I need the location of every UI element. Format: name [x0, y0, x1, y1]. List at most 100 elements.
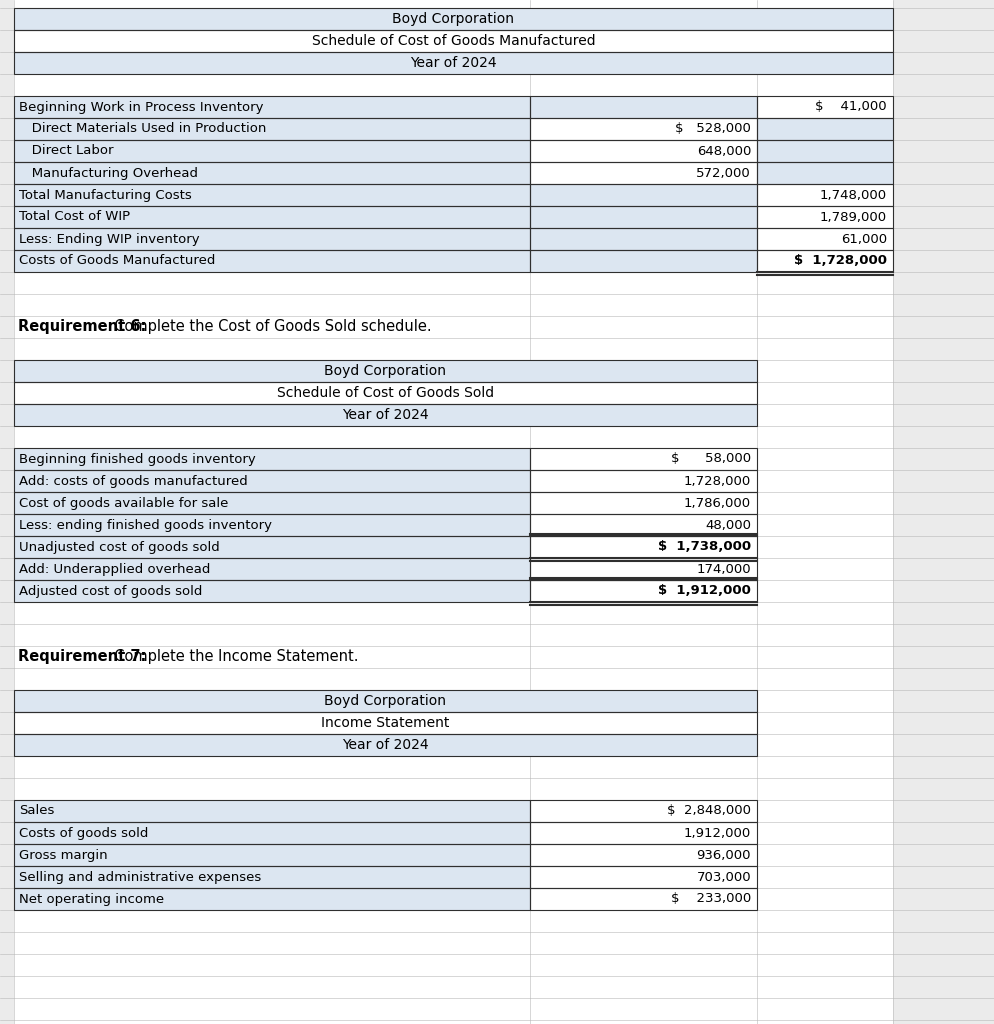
Bar [14, 866, 530, 888]
Bar [14, 52, 892, 74]
Text: Direct Labor: Direct Labor [19, 144, 113, 158]
Text: 648,000: 648,000 [696, 144, 750, 158]
Bar [14, 558, 530, 580]
Text: Adjusted cost of goods sold: Adjusted cost of goods sold [19, 585, 202, 597]
Bar [530, 558, 756, 580]
Text: Add: Underapplied overhead: Add: Underapplied overhead [19, 562, 210, 575]
Text: Net operating income: Net operating income [19, 893, 164, 905]
Bar [530, 888, 756, 910]
Text: Selling and administrative expenses: Selling and administrative expenses [19, 870, 261, 884]
Bar [14, 118, 530, 140]
Bar [530, 514, 756, 536]
Bar [14, 514, 530, 536]
Bar [530, 470, 756, 492]
Text: Beginning Work in Process Inventory: Beginning Work in Process Inventory [19, 100, 263, 114]
Bar [530, 162, 756, 184]
Bar [756, 228, 892, 250]
Bar [530, 96, 756, 118]
Text: Complete the Income Statement.: Complete the Income Statement. [104, 649, 358, 665]
Bar [14, 228, 530, 250]
Text: Add: costs of goods manufactured: Add: costs of goods manufactured [19, 474, 248, 487]
Bar [14, 470, 530, 492]
Bar [14, 712, 756, 734]
Bar [14, 96, 530, 118]
Bar [14, 206, 530, 228]
Text: 703,000: 703,000 [696, 870, 750, 884]
Bar [530, 866, 756, 888]
Text: 572,000: 572,000 [696, 167, 750, 179]
Bar [14, 118, 530, 140]
Bar [530, 470, 756, 492]
Text: $    233,000: $ 233,000 [670, 893, 750, 905]
Bar [14, 888, 530, 910]
Bar [756, 162, 892, 184]
Bar [14, 382, 756, 404]
Text: 1,786,000: 1,786,000 [683, 497, 750, 510]
Bar [14, 250, 530, 272]
Text: Schedule of Cost of Goods Sold: Schedule of Cost of Goods Sold [276, 386, 494, 400]
Bar [530, 206, 756, 228]
Bar [14, 96, 530, 118]
Bar [530, 844, 756, 866]
Bar [530, 140, 756, 162]
Text: Cost of goods available for sale: Cost of goods available for sale [19, 497, 229, 510]
Bar [756, 228, 892, 250]
Text: Manufacturing Overhead: Manufacturing Overhead [19, 167, 198, 179]
Bar [530, 96, 756, 118]
Bar [14, 449, 530, 470]
Text: 61,000: 61,000 [840, 232, 886, 246]
Text: Income Statement: Income Statement [321, 716, 449, 730]
Bar [14, 734, 756, 756]
Bar [530, 118, 756, 140]
Bar [530, 536, 756, 558]
Text: Schedule of Cost of Goods Manufactured: Schedule of Cost of Goods Manufactured [311, 34, 594, 48]
Text: Direct Materials Used in Production: Direct Materials Used in Production [19, 123, 266, 135]
Bar [530, 184, 756, 206]
Bar [14, 558, 530, 580]
Bar [14, 492, 530, 514]
Text: Requirement 7:: Requirement 7: [18, 649, 146, 665]
Bar [530, 822, 756, 844]
Text: 936,000: 936,000 [696, 849, 750, 861]
Bar [14, 690, 756, 712]
Text: Complete the Cost of Goods Sold schedule.: Complete the Cost of Goods Sold schedule… [104, 319, 431, 335]
Text: $  1,912,000: $ 1,912,000 [657, 585, 750, 597]
Bar [756, 206, 892, 228]
Text: 1,728,000: 1,728,000 [683, 474, 750, 487]
Bar [14, 184, 530, 206]
Bar [14, 536, 530, 558]
Bar [14, 162, 530, 184]
Text: Costs of goods sold: Costs of goods sold [19, 826, 148, 840]
Bar [756, 162, 892, 184]
Bar [14, 30, 892, 52]
Bar [756, 184, 892, 206]
Bar [530, 449, 756, 470]
Text: Total Cost of WIP: Total Cost of WIP [19, 211, 130, 223]
Bar [0, 0, 14, 1024]
Bar [14, 228, 530, 250]
Text: $    41,000: $ 41,000 [814, 100, 886, 114]
Bar [14, 8, 892, 30]
Bar [530, 118, 756, 140]
Bar [14, 470, 530, 492]
Text: $  1,738,000: $ 1,738,000 [657, 541, 750, 554]
Bar [14, 514, 530, 536]
Bar [14, 734, 756, 756]
Bar [530, 228, 756, 250]
Bar [14, 844, 530, 866]
Bar [14, 140, 530, 162]
Bar [530, 492, 756, 514]
Bar [530, 800, 756, 822]
Bar [14, 800, 530, 822]
Bar [756, 118, 892, 140]
Bar [530, 449, 756, 470]
Bar [530, 514, 756, 536]
Bar [892, 0, 994, 1024]
Bar [530, 492, 756, 514]
Text: Gross margin: Gross margin [19, 849, 107, 861]
Bar [756, 140, 892, 162]
Bar [14, 492, 530, 514]
Bar [530, 822, 756, 844]
Text: $      58,000: $ 58,000 [670, 453, 750, 466]
Bar [14, 162, 530, 184]
